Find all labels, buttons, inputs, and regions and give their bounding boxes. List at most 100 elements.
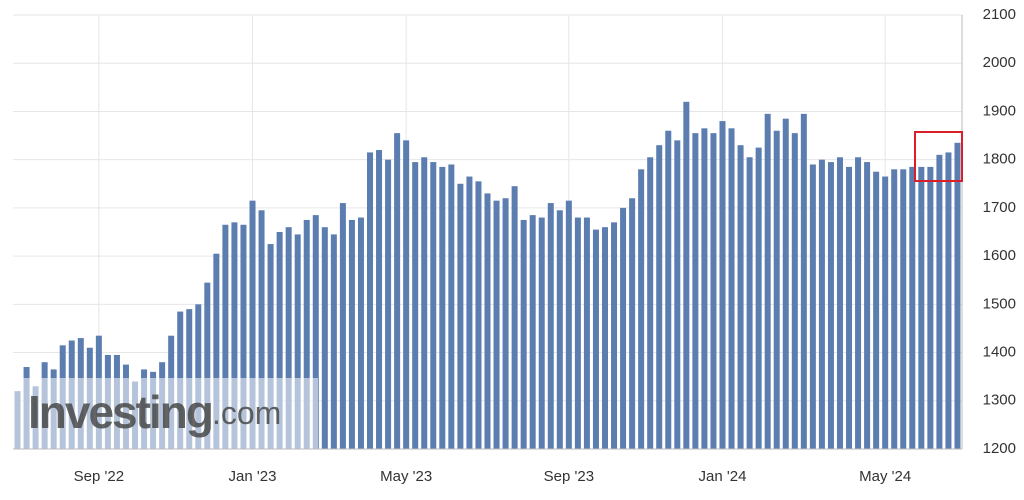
bar [421,157,428,449]
x-tick-label: Sep '23 [544,468,594,485]
y-tick-label: 1300 [983,392,1016,409]
bar [330,234,337,449]
y-tick-label: 1900 [983,102,1016,119]
watermark: Investing.com [28,386,281,438]
bar [846,166,853,449]
highlight-box [914,131,963,182]
bar [367,152,374,449]
bar [285,227,292,449]
bar [773,130,780,449]
x-tick-label: Jan '24 [699,468,747,485]
bar [213,253,220,449]
bar [864,162,871,450]
y-tick-label: 1600 [983,247,1016,264]
bar [800,113,807,449]
y-tick-label: 1400 [983,344,1016,361]
bar [493,200,500,449]
bar [629,198,636,449]
bar [556,210,563,449]
bar [357,217,364,449]
bar [457,183,464,449]
bar [348,219,355,449]
bar-layer [14,101,961,450]
bar [836,157,843,449]
bar [873,171,880,449]
bar [728,128,735,450]
bar [701,128,708,450]
y-tick-label: 2100 [983,6,1016,23]
bar [818,159,825,449]
bar [665,130,672,449]
bar [620,207,627,449]
bar [204,282,211,449]
bar [755,147,762,449]
bar [909,166,916,449]
bar [466,176,473,450]
bar [538,217,545,449]
bar [339,203,346,449]
bar [511,186,518,449]
bar [258,210,265,449]
bar [547,203,554,449]
bar [601,227,608,449]
bar [945,152,952,449]
y-tick-label: 1700 [983,199,1016,216]
y-tick-label: 1500 [983,295,1016,312]
bar [882,176,889,450]
bar [267,244,274,449]
bar [683,101,690,450]
bar [746,157,753,449]
bar [692,133,699,449]
bar [647,157,654,449]
bar [918,166,925,449]
bar [656,145,663,449]
bar [502,198,509,449]
bar [737,145,744,449]
bar [927,166,934,449]
bar [312,215,319,449]
x-tick-label: May '23 [380,468,432,485]
bar [827,162,834,450]
label-layer: 1200 1300 1400 1500 1600 1700 1800 1900 2000 2100… [74,6,1016,485]
y-tick-label: 1200 [983,440,1016,457]
watermark-suffix: .com [212,395,281,431]
bar [439,166,446,449]
y-tick-label: 1800 [983,151,1016,168]
bar [321,227,328,449]
bar [484,193,491,449]
bar [222,224,229,449]
bar [240,224,247,449]
bar [764,113,771,449]
bar [448,164,455,449]
watermark-backdrop [13,378,318,449]
bar [231,222,238,449]
bar [791,133,798,449]
bar [394,133,401,449]
bar [674,140,681,449]
bar [520,219,527,449]
bar [276,232,283,449]
watermark-name: Investing [28,386,212,438]
bar [303,219,310,449]
bar [592,229,599,449]
bar [782,118,789,449]
bar [195,304,202,449]
bar [954,142,961,450]
bar [529,215,536,449]
bar [376,150,383,449]
bar [475,181,482,449]
x-tick-label: May '24 [859,468,911,485]
x-tick-label: Sep '22 [74,468,124,485]
bar [855,157,862,449]
bar [891,169,898,450]
bar [565,200,572,449]
bar [900,169,907,450]
bar [294,234,301,449]
bar [638,169,645,450]
bar [412,162,419,450]
bar [611,222,618,449]
bar [403,140,410,449]
y-tick-label: 2000 [983,54,1016,71]
